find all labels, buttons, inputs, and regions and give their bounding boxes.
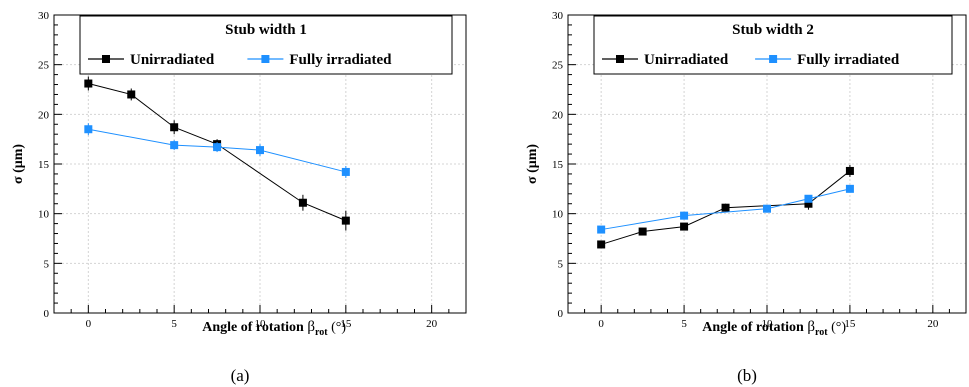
data-point <box>84 125 93 134</box>
chart-title: Stub width 1 <box>225 22 307 38</box>
x-tick-label: 15 <box>340 318 352 330</box>
y-tick-label: 30 <box>38 10 50 22</box>
data-point <box>127 90 136 99</box>
y-tick-label: 0 <box>558 308 564 320</box>
series-line <box>88 83 347 222</box>
y-axis-label: σ (μm) <box>525 144 540 184</box>
x-tick-label: 15 <box>844 318 856 330</box>
data-point <box>298 198 307 207</box>
data-point <box>213 143 222 152</box>
data-point <box>680 211 689 220</box>
y-tick-label: 30 <box>552 10 564 22</box>
panel-caption: (a) <box>231 366 250 385</box>
x-tick-label: 0 <box>598 318 604 330</box>
y-tick-label: 20 <box>552 109 564 121</box>
x-tick-label: 5 <box>171 318 177 330</box>
x-axis-label: Angle of rotation βrot (°) <box>702 319 846 338</box>
series-fully-irradiated <box>597 184 854 234</box>
y-tick-label: 0 <box>44 308 50 320</box>
data-point <box>597 225 606 234</box>
legend-swatch-marker <box>616 55 624 63</box>
y-tick-label: 25 <box>38 60 50 72</box>
data-point <box>597 240 606 249</box>
x-axis-label-subscript: rot <box>815 327 828 338</box>
legend: Stub width 1 Unirradiated Fully irradiated <box>79 15 453 75</box>
series-unirradiated <box>597 164 854 249</box>
series-fully-irradiated <box>84 123 350 178</box>
y-tick-label: 10 <box>552 209 564 221</box>
legend-box <box>79 15 453 75</box>
data-point <box>170 141 179 150</box>
y-axis-label: σ (μm) <box>11 144 26 184</box>
x-tick-label: 10 <box>762 318 774 330</box>
x-axis-label-subscript: rot <box>315 327 328 338</box>
chart-title: Stub width 2 <box>732 22 814 38</box>
legend-label: Fully irradiated <box>289 52 392 68</box>
data-point <box>763 204 771 213</box>
legend-label: Unirradiated <box>644 52 729 68</box>
x-axis-label-symbol: β <box>307 319 315 335</box>
data-point <box>804 194 813 203</box>
data-point <box>804 199 813 208</box>
legend-swatch-marker <box>769 55 778 63</box>
data-point <box>84 79 93 88</box>
x-axis-label-text: Angle of rotation <box>202 320 307 335</box>
data-point <box>341 216 350 225</box>
data-point <box>680 222 689 231</box>
x-tick-label: 20 <box>927 318 939 330</box>
chart-panel-a: 0 5 10 15 20 0 5 10 15 20 25 30 σ (μm) Angle of rotat… <box>11 10 467 385</box>
legend-box <box>593 15 953 75</box>
data-point <box>170 123 179 132</box>
y-tick-label: 5 <box>558 258 564 270</box>
x-axis-label-symbol: β <box>807 319 815 335</box>
x-tick-label: 10 <box>255 318 267 330</box>
panel-caption: (b) <box>737 366 757 385</box>
data-point <box>845 184 854 193</box>
data-point <box>256 146 264 155</box>
y-tick-label: 5 <box>44 258 50 270</box>
y-tick-label: 15 <box>38 159 50 171</box>
x-tick-label: 0 <box>86 318 92 330</box>
x-tick-label: 20 <box>426 318 438 330</box>
legend-swatch-marker <box>261 55 270 63</box>
series-unirradiated <box>84 76 350 231</box>
y-tick-label: 10 <box>38 209 50 221</box>
data-point <box>638 227 647 236</box>
x-axis-label-unit: (°) <box>828 320 847 335</box>
x-axis-label-unit: (°) <box>328 320 347 335</box>
chart-panel-b: 0 5 10 15 20 0 5 10 15 20 25 30 σ (μm) Angle of rotat… <box>525 10 967 385</box>
legend-label: Unirradiated <box>130 52 215 68</box>
legend-swatch-marker <box>102 55 110 63</box>
y-tick-label: 15 <box>552 159 564 171</box>
data-point <box>845 166 854 175</box>
data-point <box>721 203 730 212</box>
x-axis-label-text: Angle of rotation <box>702 320 807 335</box>
series-line <box>601 170 851 245</box>
y-tick-label: 20 <box>38 109 50 121</box>
x-axis-label: Angle of rotation βrot (°) <box>202 319 346 338</box>
y-tick-label: 25 <box>552 60 564 72</box>
x-tick-label: 5 <box>681 318 687 330</box>
data-point <box>341 167 350 176</box>
legend-label: Fully irradiated <box>797 52 900 68</box>
